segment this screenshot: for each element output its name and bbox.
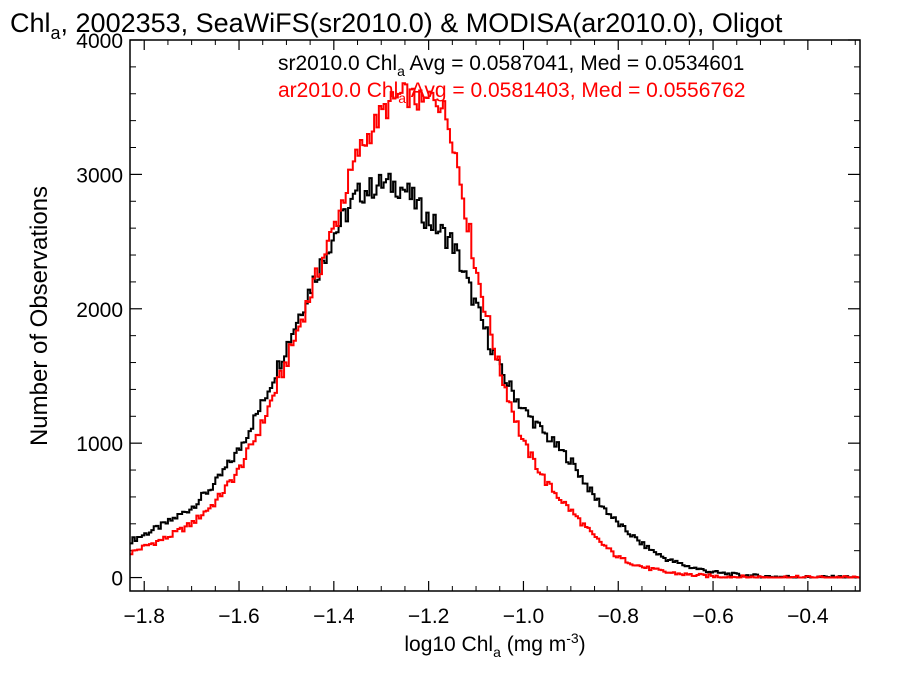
plot-frame: [129, 39, 861, 592]
legend-entry-sr2010: sr2010.0 Chla Avg = 0.0587041, Med = 0.0…: [278, 52, 744, 79]
x-tick-label: −1.2: [408, 605, 449, 628]
y-tick-label: 1000: [76, 433, 123, 456]
axes: −1.8 −1.6 −1.4 −1.2 −1.0 −0.8 −0.6 −0.4 0 1000 200…: [76, 30, 860, 628]
x-axis-label: log10 Chla (mg m-3): [404, 630, 585, 660]
data-series: [130, 82, 860, 579]
y-tick-label: 0: [111, 568, 123, 591]
series-line-ar2010: [130, 82, 860, 579]
legend-entry-ar2010: ar2010.0 Chla Avg = 0.0581403, Med = 0.0…: [278, 79, 745, 106]
y-axis-label: Number of Observations: [26, 186, 53, 446]
x-tick-label: −1.8: [123, 605, 164, 628]
x-tick-label: −0.8: [598, 605, 639, 628]
x-tick-label: −1.4: [313, 605, 355, 628]
x-tick-label: −0.4: [787, 605, 829, 628]
y-tick-label: 3000: [76, 164, 123, 187]
x-tick-label: −1.6: [218, 605, 259, 628]
series-line-sr2010: [130, 172, 860, 579]
x-tick-label: −1.0: [503, 605, 544, 628]
y-tick-label: 2000: [76, 299, 123, 322]
chart-title: Chla, 2002353, SeaWiFS(sr2010.0) & MODIS…: [10, 8, 783, 43]
y-tick-label: 4000: [76, 30, 123, 53]
x-tick-label: −0.6: [692, 605, 733, 628]
